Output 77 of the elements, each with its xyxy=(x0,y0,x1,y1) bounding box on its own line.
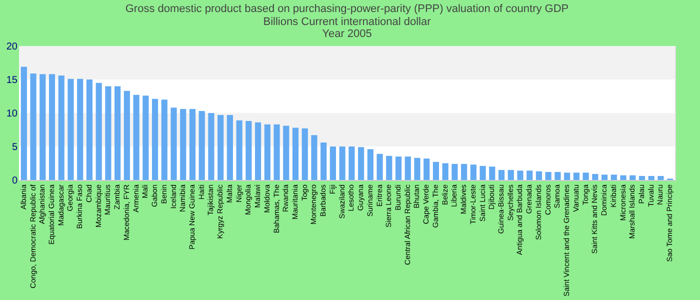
bar xyxy=(68,78,74,180)
bar xyxy=(582,172,589,180)
bar xyxy=(170,108,177,180)
bar xyxy=(58,75,64,180)
bar xyxy=(620,175,626,180)
bar xyxy=(424,158,430,180)
bar xyxy=(526,170,533,180)
bar xyxy=(330,146,336,180)
chart-subtitle: Year 2005 xyxy=(322,28,372,40)
bar xyxy=(189,108,196,180)
y-tick-label: 0 xyxy=(12,176,18,186)
bar xyxy=(77,78,84,180)
bar xyxy=(610,174,617,180)
bar xyxy=(48,74,56,180)
bar xyxy=(292,128,299,180)
bar xyxy=(545,172,552,180)
y-tick-label: 10 xyxy=(6,108,18,120)
bar xyxy=(508,170,514,180)
bar xyxy=(311,135,318,180)
bar xyxy=(236,120,242,180)
bar xyxy=(142,96,149,180)
bar xyxy=(638,176,646,180)
bar xyxy=(498,170,505,180)
bar xyxy=(367,149,374,180)
bar xyxy=(105,86,112,180)
bar xyxy=(180,108,186,180)
bar xyxy=(404,156,411,180)
bar xyxy=(283,126,290,180)
bar xyxy=(432,162,440,180)
bar xyxy=(40,74,46,180)
bar xyxy=(218,115,224,180)
bar xyxy=(302,128,308,180)
bar xyxy=(20,66,27,180)
bar xyxy=(470,164,476,180)
bar xyxy=(198,110,205,180)
bar xyxy=(442,163,448,180)
bar xyxy=(592,174,598,180)
y-tick-label: 5 xyxy=(12,142,18,153)
bar xyxy=(461,164,468,180)
bar xyxy=(517,170,524,180)
bar xyxy=(573,172,580,180)
bar xyxy=(264,124,270,180)
bar xyxy=(246,121,252,180)
bar xyxy=(376,154,383,180)
bar xyxy=(630,175,636,180)
bar xyxy=(386,156,392,180)
bar xyxy=(86,80,93,180)
bar xyxy=(133,94,140,180)
bar xyxy=(348,146,355,180)
bar xyxy=(452,164,458,180)
bar xyxy=(414,158,420,180)
y-tick-label: 20 xyxy=(6,42,18,52)
bar xyxy=(226,115,233,180)
text: Gross domestic product based on purchasing-power-parity (PPP) valuation of country GDP xyxy=(125,3,569,15)
bar xyxy=(339,146,346,180)
bar xyxy=(114,86,121,180)
bar xyxy=(648,176,654,180)
bar xyxy=(358,147,364,180)
bar xyxy=(161,100,168,180)
bar xyxy=(601,174,608,180)
bar xyxy=(208,113,214,180)
bar xyxy=(489,166,496,180)
bar xyxy=(152,98,158,180)
bar xyxy=(536,171,542,180)
bar xyxy=(124,90,130,180)
bar xyxy=(30,73,36,180)
bar xyxy=(395,156,402,180)
bar xyxy=(254,122,262,180)
bar xyxy=(658,176,664,180)
bar xyxy=(564,172,570,180)
bar xyxy=(274,124,280,180)
bar xyxy=(320,142,327,180)
bar xyxy=(554,172,561,180)
y-tick-label: 15 xyxy=(6,75,18,86)
bar xyxy=(480,166,486,180)
text: Billions Current international dollar xyxy=(263,16,431,28)
bar xyxy=(96,82,102,180)
